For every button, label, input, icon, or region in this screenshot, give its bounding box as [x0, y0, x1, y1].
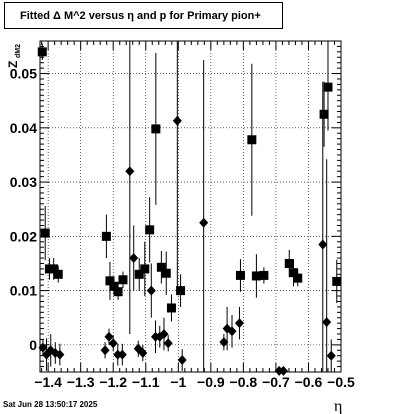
- data-point-square: [284, 258, 294, 268]
- x-tick-label: −1: [170, 374, 186, 390]
- y-tick-label: 0: [29, 337, 37, 353]
- data-point-square: [53, 269, 63, 279]
- x-tick-label: −1.1: [132, 374, 160, 390]
- chart-title: Fitted Δ M^2 versus η and p for Primary …: [20, 9, 261, 22]
- x-tick-label: −1.4: [34, 374, 62, 390]
- y-tick-label: 0.04: [10, 120, 37, 136]
- x-tick-label: −1.2: [99, 374, 127, 390]
- x-tick-label: −0.5: [327, 374, 355, 390]
- data-point-square: [156, 262, 166, 272]
- data-point-square: [37, 47, 47, 57]
- data-point-diamond: [199, 217, 209, 228]
- data-point-diamond: [159, 329, 169, 340]
- data-point-square: [293, 273, 303, 283]
- data-point-square: [319, 109, 329, 119]
- grid: [40, 41, 341, 372]
- y-tick-label: 0.03: [10, 174, 37, 190]
- data-point-square: [251, 271, 261, 281]
- data-point-diamond: [146, 285, 156, 296]
- x-tick-label: −0.8: [230, 374, 258, 390]
- data-point-square: [134, 269, 144, 279]
- y-axis-label-subscript: dM2: [15, 44, 22, 58]
- data-point-diamond: [278, 365, 288, 376]
- data-point-square: [151, 124, 161, 134]
- data-point-square: [49, 264, 59, 274]
- data-points: [37, 41, 342, 376]
- data-point-diamond: [219, 337, 229, 348]
- timestamp: Sat Jun 28 13:50:17 2025: [3, 400, 98, 409]
- data-point-diamond: [113, 349, 123, 360]
- plot-frame: [39, 40, 342, 373]
- chart-title-box: Fitted Δ M^2 versus η and p for Primary …: [4, 2, 283, 29]
- data-point-square: [323, 82, 333, 92]
- data-point-square: [118, 275, 128, 285]
- data-point-diamond: [227, 326, 237, 337]
- x-tick-label: −0.7: [262, 374, 290, 390]
- x-tick-label: −0.9: [197, 374, 225, 390]
- data-point-diamond: [322, 317, 332, 328]
- data-point-diamond: [125, 166, 135, 177]
- x-axis-label: η: [334, 398, 342, 414]
- data-point-square: [176, 286, 186, 296]
- axes: −1.4 −1.3 −1.2 −1.1 −1 −0.9 −0.8 −0.7 −0.6 −0.5 0 0…: [10, 41, 355, 390]
- data-point-diamond: [177, 355, 187, 366]
- data-point-diamond: [117, 349, 127, 360]
- x-tick-label: −0.6: [295, 374, 323, 390]
- data-point-square: [101, 231, 111, 241]
- data-point-diamond: [163, 338, 173, 349]
- data-point-diamond: [55, 349, 65, 360]
- y-tick-label: 0.02: [10, 228, 37, 244]
- data-point-square: [40, 228, 50, 238]
- data-point-diamond: [104, 331, 114, 342]
- data-point-square: [113, 287, 123, 297]
- y-tick-label: 0.05: [10, 66, 37, 82]
- data-point-diamond: [326, 350, 336, 361]
- data-point-square: [332, 276, 342, 286]
- data-point-square: [288, 268, 298, 278]
- data-point-diamond: [234, 318, 244, 329]
- data-point-square: [247, 135, 257, 145]
- data-point-square: [235, 270, 245, 280]
- data-point-square: [140, 264, 150, 274]
- data-point-diamond: [108, 338, 118, 349]
- y-tick-label: 0.01: [10, 283, 37, 299]
- data-point-diamond: [138, 348, 148, 359]
- data-point-diamond: [129, 253, 139, 264]
- data-point-diamond: [318, 239, 328, 250]
- data-point-diamond: [100, 345, 110, 356]
- data-point-square: [145, 225, 155, 235]
- data-point-diamond: [172, 115, 182, 126]
- x-tick-label: −1.3: [67, 374, 95, 390]
- y-axis-label: Z: [6, 61, 20, 68]
- data-point-square: [161, 268, 171, 278]
- data-point-square: [105, 276, 115, 286]
- data-point-square: [259, 270, 269, 280]
- data-point-square: [166, 303, 176, 313]
- data-point-square: [109, 281, 119, 291]
- data-point-diamond: [38, 342, 48, 353]
